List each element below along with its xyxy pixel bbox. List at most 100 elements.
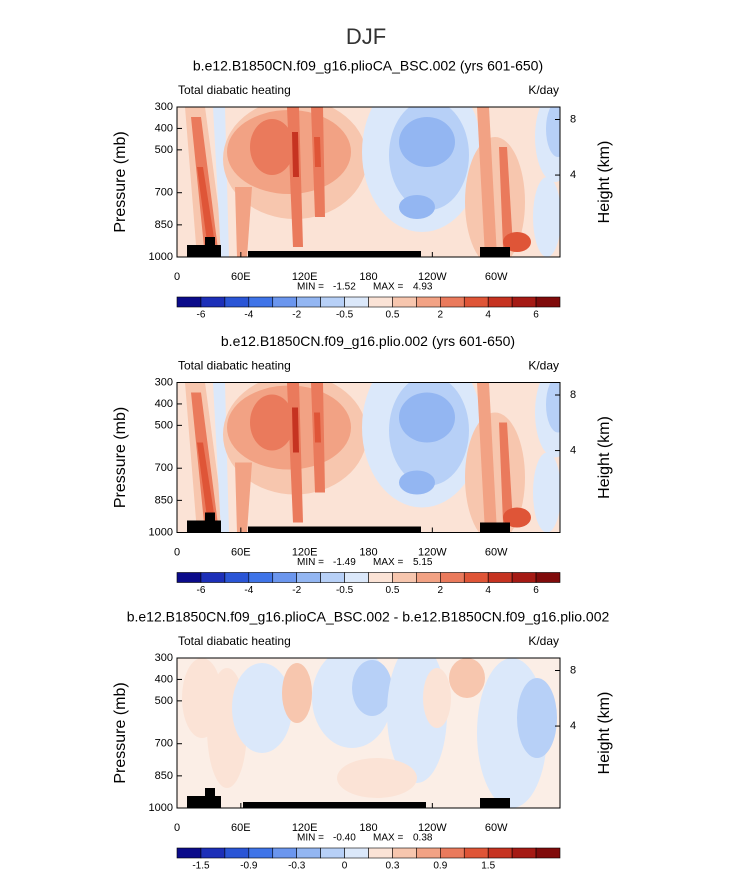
left-label: Total diabatic heating <box>178 634 291 648</box>
colorbar-label: -4 <box>244 310 253 321</box>
colorbar-box <box>368 847 393 859</box>
colorbar-label: -6 <box>196 585 205 596</box>
y-tick-label: 400 <box>155 122 173 134</box>
colorbar-box <box>272 296 297 308</box>
max-text: MAX = <box>373 282 403 293</box>
colorbar-box <box>440 296 465 308</box>
colorbar-label: -2 <box>292 585 301 596</box>
colorbar-label: 0.9 <box>433 861 447 872</box>
colorbar-label: -4 <box>244 585 253 596</box>
colorbar-box <box>344 296 369 308</box>
colorbar-box <box>440 572 465 583</box>
y-tick-label: 1000 <box>149 802 173 814</box>
colorbar-box <box>511 296 537 308</box>
colorbar-box <box>511 847 537 859</box>
colorbar-box <box>344 847 369 859</box>
colorbar-box <box>368 572 393 583</box>
x-tick-label: 120E <box>292 271 318 283</box>
colorbar-box <box>320 847 345 859</box>
colorbar-box <box>344 572 369 583</box>
x-tick-label: 180 <box>359 546 377 558</box>
colorbar-box <box>416 296 441 308</box>
colorbar-box <box>487 296 513 308</box>
colorbar-box <box>416 847 441 859</box>
y2-axis-label: Height (km) <box>596 416 613 499</box>
x-tick-label: 180 <box>359 822 377 834</box>
x-tick-label: 120W <box>418 271 447 283</box>
min-text: MIN = <box>297 833 324 844</box>
x-tick-label: 120E <box>292 822 318 834</box>
colorbar-label: -6 <box>196 310 205 321</box>
x-tick-label: 0 <box>174 271 180 283</box>
contour-field <box>177 382 560 533</box>
y2-axis-label: Height (km) <box>596 692 613 775</box>
left-label: Total diabatic heating <box>178 83 291 97</box>
colorbar-box <box>392 847 417 859</box>
x-tick-label: 120W <box>418 822 447 834</box>
y2-tick-label: 4 <box>570 169 576 181</box>
colorbar-box <box>248 572 274 583</box>
y2-tick-label: 8 <box>570 113 576 125</box>
contour-field <box>177 107 560 257</box>
y-tick-label: 500 <box>155 419 173 431</box>
chart-title: b.e12.B1850CN.f09_g16.plio.002 (yrs 601-… <box>221 333 515 349</box>
colorbar-label: 1.5 <box>481 861 495 872</box>
colorbar-box <box>320 572 345 583</box>
max-text: MAX = <box>373 557 403 568</box>
colorbar-box <box>224 572 250 583</box>
x-tick-label: 180 <box>359 271 377 283</box>
colorbar-box <box>487 847 513 859</box>
colorbar-box <box>248 296 274 308</box>
x-tick-label: 60W <box>485 271 508 283</box>
x-tick-label: 0 <box>174 546 180 558</box>
colorbar-box <box>200 847 226 859</box>
y-tick-label: 400 <box>155 673 173 685</box>
max-value: 4.93 <box>413 282 433 293</box>
colorbar-box <box>368 296 393 308</box>
colorbar-label: -0.5 <box>336 585 354 596</box>
colorbar-label: 2 <box>438 585 444 596</box>
x-tick-label: 0 <box>174 822 180 834</box>
colorbar-label: -0.9 <box>240 861 258 872</box>
colorbar-label: 0.3 <box>385 861 399 872</box>
colorbar-box <box>176 296 202 308</box>
y-tick-label: 300 <box>155 376 173 388</box>
colorbar-label: 4 <box>485 585 491 596</box>
colorbar-label: 0 <box>342 861 348 872</box>
min-value: -1.52 <box>333 282 356 293</box>
colorbar-box <box>535 572 561 583</box>
y-tick-label: 700 <box>155 462 173 474</box>
y-tick-label: 300 <box>155 652 173 664</box>
y-axis-label: Pressure (mb) <box>112 682 129 783</box>
colorbar-label: 0.5 <box>385 310 399 321</box>
min-text: MIN = <box>297 557 324 568</box>
colorbar-box <box>416 572 441 583</box>
colorbar-box <box>511 572 537 583</box>
y-tick-label: 850 <box>155 494 173 506</box>
colorbar-label: 4 <box>485 310 491 321</box>
colorbar-box <box>296 847 321 859</box>
figure-title: DJF <box>346 24 386 49</box>
y-axis-label: Pressure (mb) <box>112 407 129 508</box>
x-tick-label: 60W <box>485 546 508 558</box>
colorbar-label: 2 <box>438 310 444 321</box>
y2-tick-label: 8 <box>570 389 576 401</box>
colorbar-box <box>535 296 561 308</box>
max-value: 5.15 <box>413 557 433 568</box>
min-value: -0.40 <box>333 833 356 844</box>
y-tick-label: 1000 <box>149 526 173 538</box>
y-tick-label: 500 <box>155 695 173 707</box>
y-tick-label: 400 <box>155 398 173 410</box>
x-tick-label: 60E <box>231 822 251 834</box>
min-value: -1.49 <box>333 557 356 568</box>
colorbar-box <box>176 847 202 859</box>
y-tick-label: 700 <box>155 738 173 750</box>
left-label: Total diabatic heating <box>178 359 291 373</box>
colorbar-box <box>296 296 321 308</box>
colorbar-label: -0.5 <box>336 310 354 321</box>
colorbar-box <box>463 847 489 859</box>
colorbar-label: -0.3 <box>288 861 306 872</box>
colorbar-box <box>320 296 345 308</box>
right-label: K/day <box>528 359 559 373</box>
